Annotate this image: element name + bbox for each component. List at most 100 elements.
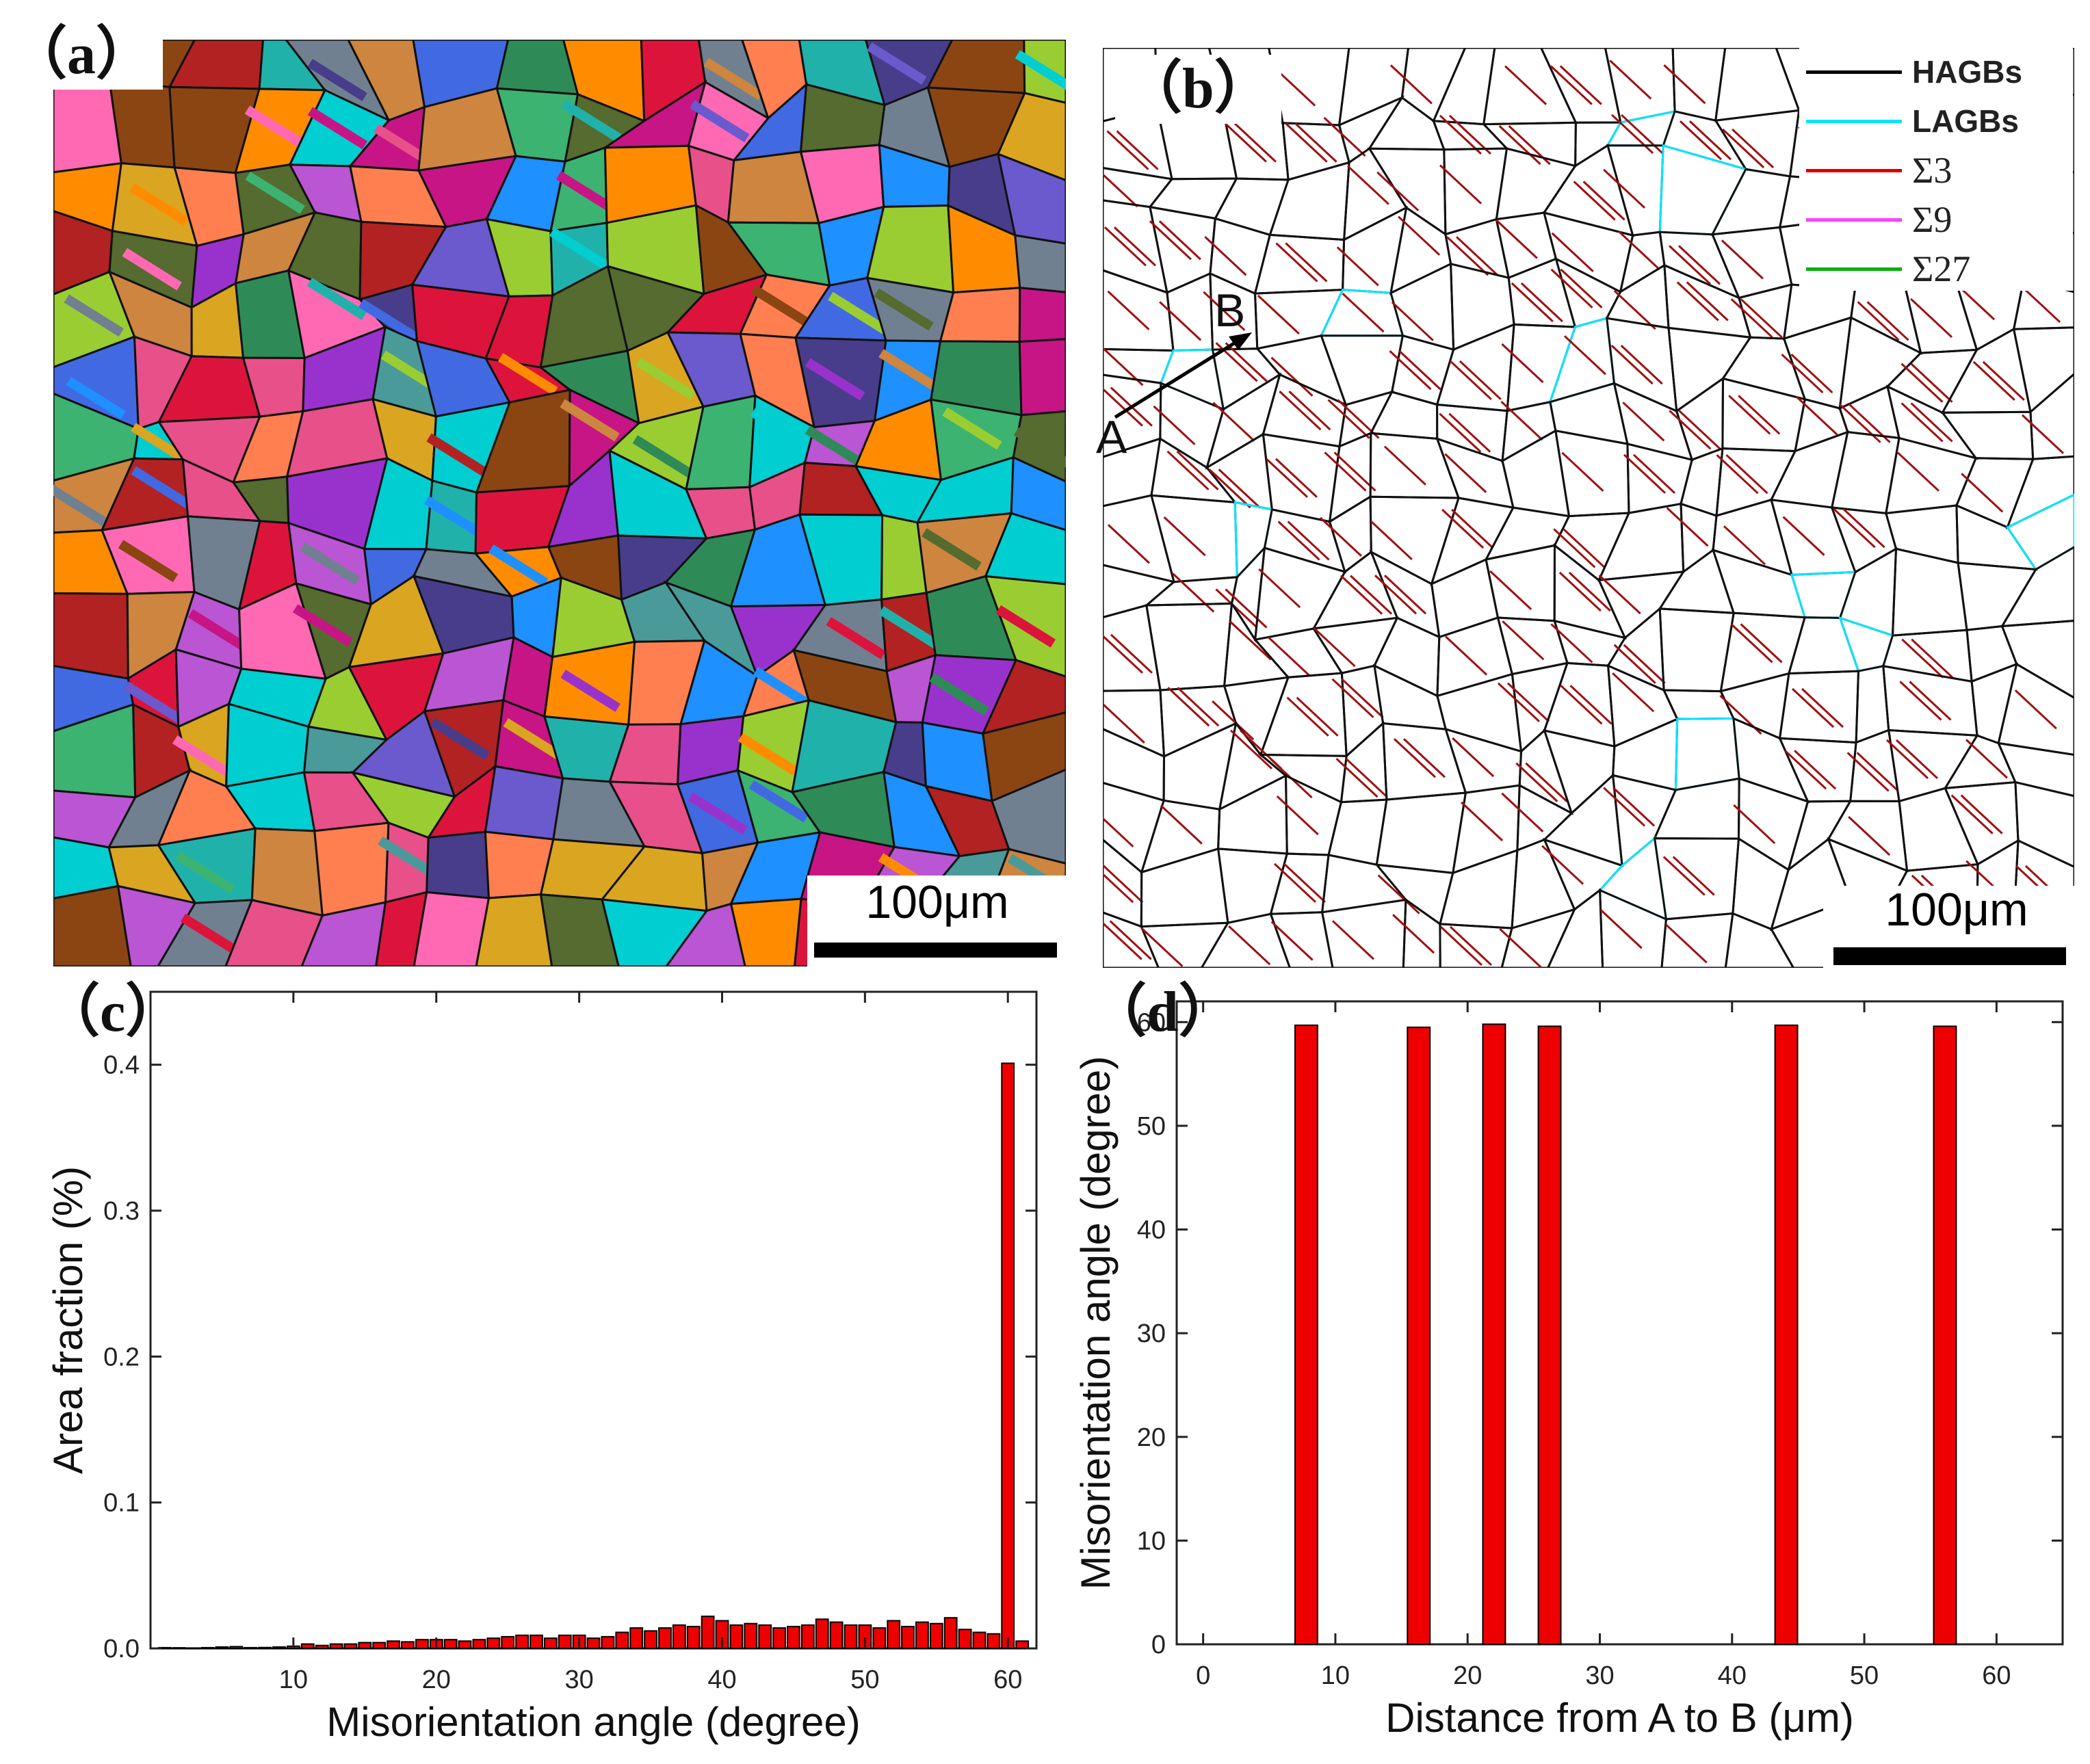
legend-line-lagbs — [1806, 120, 1902, 123]
legend-text-lagbs: LAGBs — [1912, 103, 2019, 139]
chart-d: 0 10 20 30 40 50 60 0 10 20 30 40 50 60 Distance from … — [1073, 1000, 2064, 1741]
panel-d: 0 10 20 30 40 50 60 0 10 20 30 40 50 60 Distance from … — [1067, 978, 2090, 1764]
legend-item-sigma27: Σ27 — [1799, 245, 2046, 293]
bar — [872, 1627, 887, 1649]
bar — [686, 1626, 701, 1649]
legend-line-sigma3 — [1806, 169, 1902, 172]
bar — [472, 1639, 486, 1650]
plot-area — [1175, 1000, 2064, 1646]
bar — [343, 1643, 358, 1649]
y-tick-label: 0.1 — [103, 1489, 140, 1518]
bar — [787, 1626, 800, 1649]
legend-item-sigma9: Σ9 — [1799, 196, 2046, 243]
scalebar-b-line — [1833, 947, 2066, 965]
bar — [887, 1620, 901, 1649]
legend-line-sigma9 — [1806, 218, 1902, 222]
chart-c: 10 20 30 40 50 60 0.0 0.1 0.2 0.3 0.4 Misorientatio… — [45, 990, 1038, 1745]
x-tick-label: 10 — [1321, 1661, 1350, 1690]
x-axis-label: Distance from A to B (μm) — [1385, 1695, 1854, 1741]
bar — [1294, 1024, 1318, 1645]
bar — [744, 1622, 758, 1650]
bar — [1015, 1640, 1029, 1649]
scalebar-a-line — [814, 943, 1057, 958]
scalebar-b: 100μm — [1823, 884, 2090, 971]
y-tick-label: 60 — [1137, 1008, 1166, 1037]
y-tick-label: 40 — [1137, 1216, 1166, 1245]
x-tick-label: 40 — [707, 1666, 736, 1694]
y-tick-label: 0.3 — [103, 1197, 140, 1226]
plot-area — [149, 990, 1038, 1650]
legend-line-sigma27 — [1806, 267, 1902, 271]
legend-text-sigma27: Σ27 — [1912, 248, 1971, 289]
bar — [615, 1631, 629, 1649]
bar — [515, 1634, 530, 1649]
panel-a-label: （a） — [0, 21, 164, 90]
bar — [544, 1637, 558, 1649]
scalebar-b-text: 100μm — [1885, 884, 2028, 936]
x-axis-label: Misorientation angle (degree) — [326, 1699, 860, 1745]
bar — [829, 1621, 844, 1649]
y-tick-label: 0.4 — [103, 1051, 140, 1080]
x-tick-label: 50 — [1850, 1661, 1879, 1690]
legend-item-sigma3: Σ3 — [1799, 146, 2046, 194]
bar — [800, 1624, 815, 1650]
bar — [1001, 1062, 1015, 1649]
panel-b-label: （b） — [1115, 55, 1281, 124]
bar — [844, 1624, 858, 1650]
x-tick-label: 20 — [1453, 1661, 1482, 1690]
y-tick-label: 50 — [1137, 1112, 1166, 1141]
panel-a: （a） 100μm — [0, 0, 1081, 971]
boundary-legend: HAGBs LAGBs Σ3 Σ9 Σ27 — [1799, 48, 2073, 291]
x-tick-label: 30 — [1585, 1661, 1614, 1690]
bar — [1482, 1023, 1506, 1645]
bar — [215, 1646, 229, 1650]
bar — [729, 1624, 744, 1650]
y-axis-label: Misorientation angle (degree) — [1073, 1056, 1119, 1590]
scalebar-a: 100μm — [807, 876, 1067, 971]
bar — [815, 1618, 829, 1649]
legend-line-hagbs — [1806, 70, 1902, 74]
legend-text-hagbs: HAGBs — [1912, 54, 2023, 90]
bar — [372, 1642, 387, 1649]
bar — [915, 1621, 929, 1649]
x-tick-label: 40 — [1718, 1661, 1747, 1690]
bar — [1933, 1025, 1957, 1645]
bar — [530, 1634, 543, 1649]
x-tick-label: 50 — [850, 1666, 879, 1694]
x-tick-label: 10 — [279, 1666, 308, 1694]
bar — [329, 1643, 343, 1649]
bar — [300, 1643, 315, 1649]
y-tick-label: 0.0 — [103, 1635, 140, 1663]
orientation-map — [53, 40, 1066, 966]
x-tick-label: 60 — [1982, 1661, 2011, 1690]
point-b-label: B — [1214, 285, 1246, 337]
bar — [229, 1646, 244, 1650]
bar — [644, 1630, 658, 1650]
x-tick-label: 60 — [993, 1666, 1022, 1694]
bar — [387, 1640, 401, 1649]
x-tick-label: 0 — [1196, 1661, 1210, 1690]
y-tick-label: 20 — [1137, 1423, 1166, 1452]
bar — [672, 1624, 686, 1650]
panel-d-label: （d） — [1089, 980, 1236, 1044]
bar — [758, 1624, 772, 1650]
panel-c-label: （c） — [42, 980, 183, 1044]
bar — [929, 1622, 943, 1650]
bar — [943, 1617, 958, 1650]
scalebar-a-text: 100μm — [865, 876, 1009, 928]
legend-item-hagbs: HAGBs — [1799, 48, 2046, 96]
y-tick-label: 0 — [1151, 1631, 1166, 1659]
bar — [701, 1616, 715, 1649]
bar — [987, 1633, 1001, 1650]
bar — [972, 1631, 987, 1649]
x-tick-label: 30 — [564, 1666, 593, 1694]
bar — [401, 1641, 415, 1650]
panel-c: 10 20 30 40 50 60 0.0 0.1 0.2 0.3 0.4 Misorientatio… — [0, 978, 1054, 1764]
bar — [443, 1639, 458, 1650]
bar — [601, 1635, 615, 1650]
bar — [958, 1629, 972, 1649]
bar — [272, 1646, 286, 1650]
y-tick-label: 0.2 — [103, 1343, 140, 1371]
bar — [1774, 1024, 1799, 1645]
legend-item-lagbs: LAGBs — [1799, 97, 2046, 145]
